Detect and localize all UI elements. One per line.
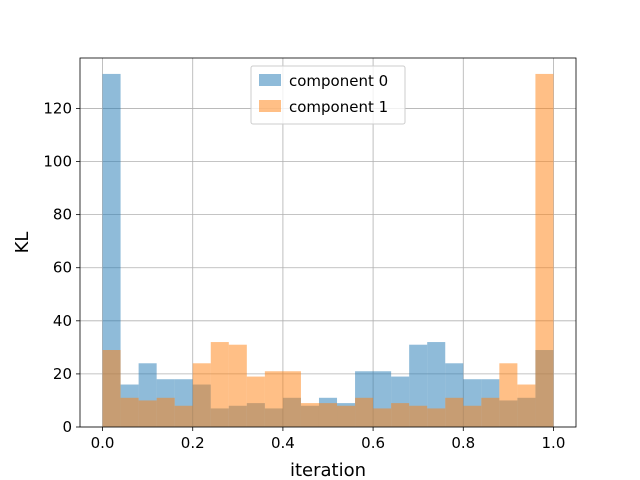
bar-series-1-bin-9 [264,371,283,427]
bar-series-1-bin-19 [445,397,464,427]
bar-series-1-bin-7 [228,344,247,427]
y-tick-label-3: 60 [53,259,72,277]
bar-series-1-bin-22 [499,363,518,427]
bar-series-1-bin-12 [318,403,338,427]
y-tick-label-0: 0 [62,418,72,436]
x-tick-label-3: 0.6 [361,434,385,452]
plot-frame [79,57,577,428]
bar-series-1-bin-24 [535,73,554,428]
bar-series-1-bin-20 [463,405,482,427]
x-tick-label-1: 0.2 [181,434,205,452]
y-tick-label-2: 40 [53,312,72,330]
bar-series-1-bin-2 [138,400,157,427]
legend-swatch-component-1 [259,100,281,112]
bar-series-1-bin-16 [391,403,410,427]
bar-series-1-bin-18 [427,408,446,427]
bar-series-1-bin-0 [102,350,121,427]
y-tick-label-1: 20 [53,365,72,383]
legend-label-component-0: component 0 [289,72,388,90]
bar-series-0-bin-18 [427,342,446,427]
bar-series-1-bin-17 [409,405,428,427]
bar-series-1-bin-13 [337,405,356,427]
x-axis-label: iteration [290,460,366,480]
legend-box [250,65,406,125]
bar-series-1-bin-3 [156,397,175,427]
y-tick-label-4: 80 [53,206,72,224]
bar-series-1-bin-6 [210,342,229,427]
bar-series-1-bin-10 [282,371,301,427]
bar-series-1-bin-8 [246,376,265,427]
bar-series-1-bin-4 [174,405,193,427]
legend-label-component-1: component 1 [289,98,388,116]
bar-series-1-bin-11 [300,403,319,427]
x-tick-label-2: 0.4 [271,434,295,452]
x-tick-label-4: 0.8 [451,434,475,452]
y-tick-label-6: 120 [43,99,72,117]
legend: component 0 component 1 [250,65,406,125]
x-tick-label-5: 1.0 [542,434,566,452]
bar-series-1-bin-15 [373,408,392,427]
legend-swatch-component-0 [259,74,281,86]
bar-series-0-bin-0 [102,73,121,428]
bar-series-1-bin-14 [355,397,374,427]
bar-series-1-bin-21 [481,397,500,427]
bar-series-1-bin-1 [120,397,139,427]
histogram-bars [102,73,554,428]
bar-series-1-bin-23 [517,384,536,427]
y-tick-label-5: 100 [43,153,72,171]
axis-ticks: 0.0 0.2 0.4 0.6 0.8 1.0 0 20 40 60 80 100 120 [43,99,565,452]
x-tick-label-0: 0.0 [91,434,115,452]
y-axis-label: KL [12,232,33,254]
bar-series-1-bin-5 [192,363,211,427]
